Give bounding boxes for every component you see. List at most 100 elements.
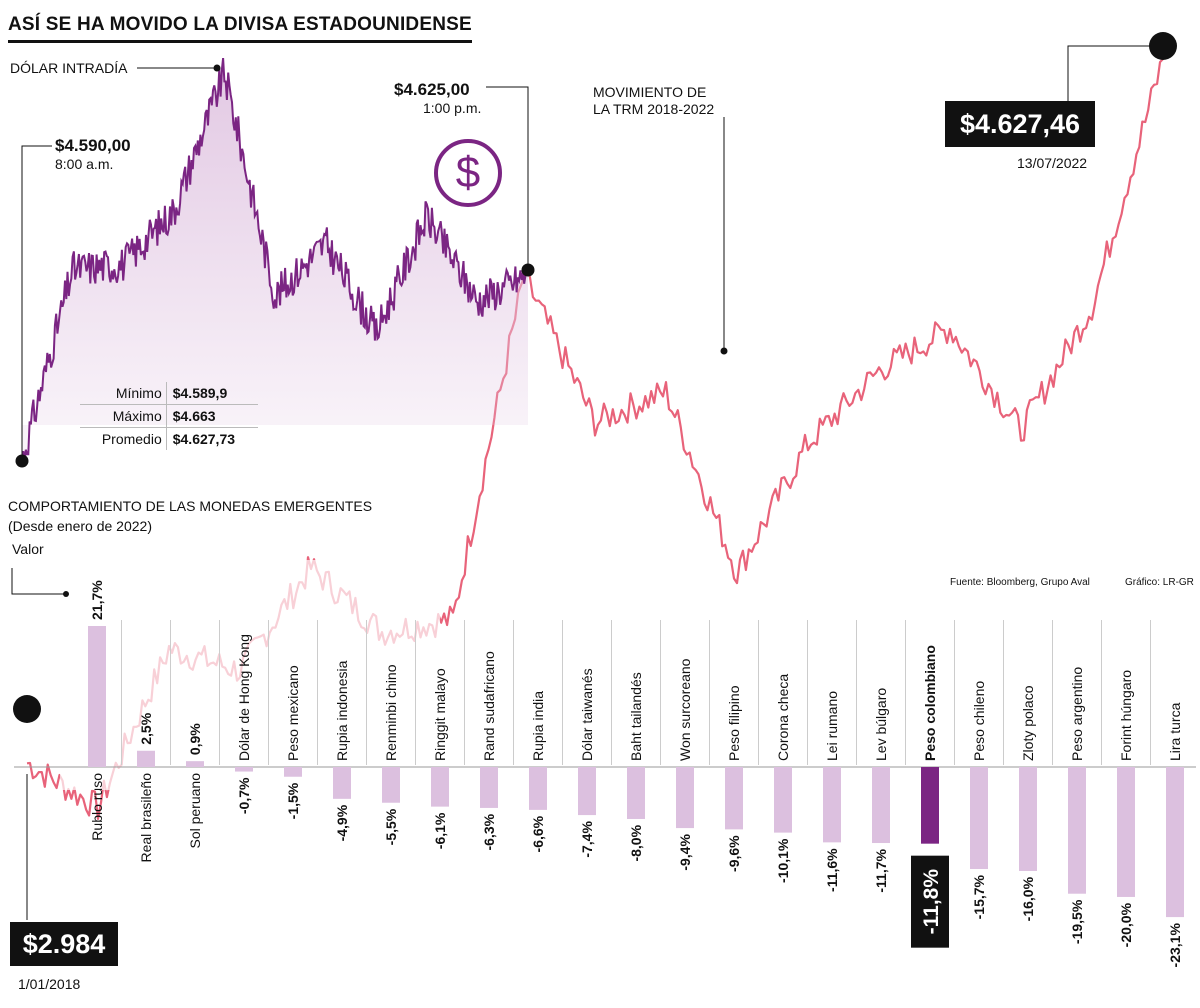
intraday-close-time: 1:00 p.m.	[423, 100, 482, 116]
bar-category-label: Forint húngaro	[1118, 670, 1134, 761]
bar-value-label: -7,4%	[579, 821, 595, 858]
bar-category-label: Peso mexicano	[285, 665, 301, 761]
emerging-subtitle: (Desde enero de 2022)	[8, 518, 152, 534]
bar-value-label: -6,1%	[432, 812, 448, 849]
bar-value-label: 2,5%	[138, 712, 154, 744]
bar-value-label: -11,7%	[873, 848, 889, 892]
stat-value: $4.589,9	[165, 382, 258, 405]
bar-value-label: -23,1%	[1167, 923, 1183, 968]
stat-value: $4.627,73	[165, 427, 258, 450]
bar-value-label: -19,5%	[1069, 899, 1085, 944]
bar	[480, 767, 498, 808]
bar-category-label: Lira turca	[1167, 702, 1183, 761]
bar	[382, 767, 400, 803]
bar	[872, 767, 890, 844]
bar	[1117, 767, 1135, 897]
emerging-title: COMPORTAMIENTO DE LAS MONEDAS EMERGENTES	[8, 498, 373, 514]
trm-start-value: $2.984	[10, 922, 118, 966]
leader-line	[1067, 45, 1150, 101]
bar-category-label: Peso colombiano	[922, 645, 938, 761]
bar-category-label: Real brasileño	[138, 773, 154, 863]
value-label-dot	[63, 591, 69, 597]
trm-line-layer	[13, 32, 1177, 820]
leader-line	[486, 86, 529, 264]
leader-lines	[11, 45, 1150, 920]
bar-value-label: 0,9%	[187, 723, 203, 755]
bar	[1068, 767, 1086, 894]
bar	[1019, 767, 1037, 871]
stat-row-max: Máximo $4.663	[80, 404, 258, 428]
bar	[774, 767, 792, 833]
bar-category-label: Baht tailandés	[628, 672, 644, 761]
bar	[921, 767, 939, 844]
bar	[235, 767, 253, 772]
trm-end-date: 13/07/2022	[1017, 155, 1088, 171]
bar-category-label: Peso filipino	[726, 685, 742, 761]
intraday-stats-table: Mínimo $4.589,9 Máximo $4.663 Promedio $…	[80, 382, 258, 450]
bar-value-label: -16,0%	[1020, 876, 1036, 921]
bar-value-label: -6,3%	[481, 813, 497, 850]
bar-category-label: Rupia indonesia	[334, 660, 350, 761]
bar-value-label: -8,0%	[628, 824, 644, 861]
bar	[431, 767, 449, 807]
bar-value-label: -4,9%	[334, 804, 350, 841]
bar	[823, 767, 841, 843]
bar-value-label: -11,6%	[824, 848, 840, 892]
bar-category-label: Peso chileno	[971, 681, 987, 761]
trm-label-line2: LA TRM 2018-2022	[593, 101, 715, 117]
bar-value-label: -0,7%	[236, 777, 252, 814]
dollar-circle-icon: $	[434, 139, 502, 207]
stat-row-avg: Promedio $4.627,73	[80, 427, 258, 450]
value-label: Valor	[12, 541, 44, 557]
bar-value-label: -11,8%	[920, 869, 943, 935]
bar-category-label: Lev búlgaro	[873, 688, 889, 761]
bar-value-label: -5,5%	[383, 808, 399, 845]
bars-layer: Rublo ruso 21,7% Real brasileño 2,5% Sol per…	[14, 580, 1196, 968]
credit-note: Gráfico: LR-GR	[1125, 577, 1194, 588]
intraday-end-dot	[521, 263, 535, 277]
intraday-area	[22, 58, 528, 463]
trm-start-date: 1/01/2018	[18, 976, 81, 992]
bar-category-label: Rand sudafricano	[481, 651, 497, 761]
intraday-start-dot	[15, 454, 29, 468]
bar	[578, 767, 596, 816]
bar-category-label: Won surcoreano	[677, 658, 693, 761]
bar-value-label: -10,1%	[775, 838, 791, 883]
bar	[970, 767, 988, 870]
bar-value-label: -9,6%	[726, 835, 742, 872]
bar	[284, 767, 302, 777]
bar-value-label: -6,6%	[530, 815, 546, 852]
source-note: Fuente: Bloomberg, Grupo Aval	[950, 577, 1090, 588]
bar-category-label: Corona checa	[775, 674, 791, 761]
trm-label-line1: MOVIMIENTO DE	[593, 84, 707, 100]
bar-value-label: -15,7%	[971, 874, 987, 919]
bar-category-label: Dólar taiwanés	[579, 668, 595, 761]
leader-line	[11, 568, 66, 595]
bar-value-box	[911, 855, 949, 948]
stat-key: Máximo	[80, 404, 167, 428]
intraday-open-time: 8:00 a.m.	[55, 156, 114, 172]
bar-value-label: -1,5%	[285, 782, 301, 819]
bar-value-label: 21,7%	[89, 580, 105, 620]
intraday-layer	[15, 57, 535, 468]
stat-row-min: Mínimo $4.589,9	[80, 382, 258, 405]
bar	[333, 767, 351, 799]
trm-start-dot	[13, 695, 41, 723]
bar	[725, 767, 743, 830]
bar	[627, 767, 645, 819]
bar-category-label: Sol peruano	[187, 773, 203, 849]
trm-end-dot	[1149, 32, 1177, 60]
bar-category-label: Ringgit malayo	[432, 668, 448, 761]
stat-key: Promedio	[101, 431, 162, 447]
trm-end-value: $4.627,46	[945, 101, 1095, 147]
bar-category-label: Renminbi chino	[383, 664, 399, 761]
intraday-line	[21, 57, 529, 463]
bar-value-label: -9,4%	[677, 834, 693, 871]
bar	[529, 767, 547, 810]
bar	[676, 767, 694, 829]
bar-category-label: Lei rumano	[824, 691, 840, 761]
bar-category-label: Zloty polaco	[1020, 685, 1036, 761]
page-title: ASÍ SE HA MOVIDO LA DIVISA ESTADOUNIDENS…	[8, 14, 472, 43]
intraday-close-value: $4.625,00	[394, 80, 470, 99]
